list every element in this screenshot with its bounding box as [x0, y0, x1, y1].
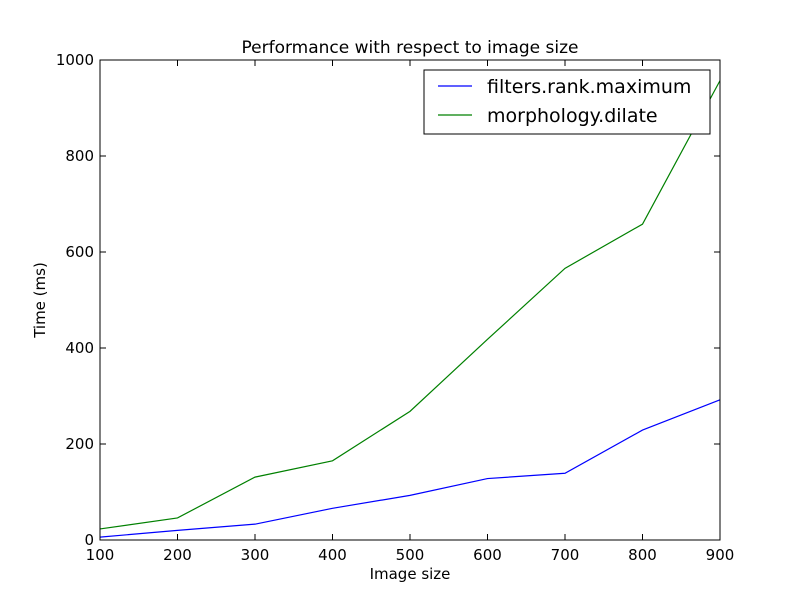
legend-label-1: filters.rank.maximum — [487, 76, 691, 98]
legend-label-2: morphology.dilate — [487, 105, 658, 127]
legend: filters.rank.maximum morphology.dilate — [424, 70, 710, 134]
y-axis-label: Time (ms) — [31, 262, 49, 339]
x-tick-label: 900 — [706, 546, 735, 564]
y-tick-label: 400 — [65, 339, 94, 357]
x-tick-label: 300 — [241, 546, 270, 564]
x-tick-label: 800 — [628, 546, 657, 564]
chart-title: Performance with respect to image size — [242, 38, 579, 58]
y-tick-label: 800 — [65, 147, 94, 165]
x-axis-label: Image size — [370, 565, 451, 583]
x-tick-label: 700 — [551, 546, 580, 564]
x-tick-label: 500 — [396, 546, 425, 564]
x-tick-label: 400 — [318, 546, 347, 564]
y-tick-label: 600 — [65, 243, 94, 261]
x-tick-label: 200 — [163, 546, 192, 564]
x-tick-label: 600 — [473, 546, 502, 564]
y-tick-label: 200 — [65, 435, 94, 453]
y-tick-label: 0 — [84, 531, 94, 549]
y-tick-label: 1000 — [56, 51, 94, 69]
